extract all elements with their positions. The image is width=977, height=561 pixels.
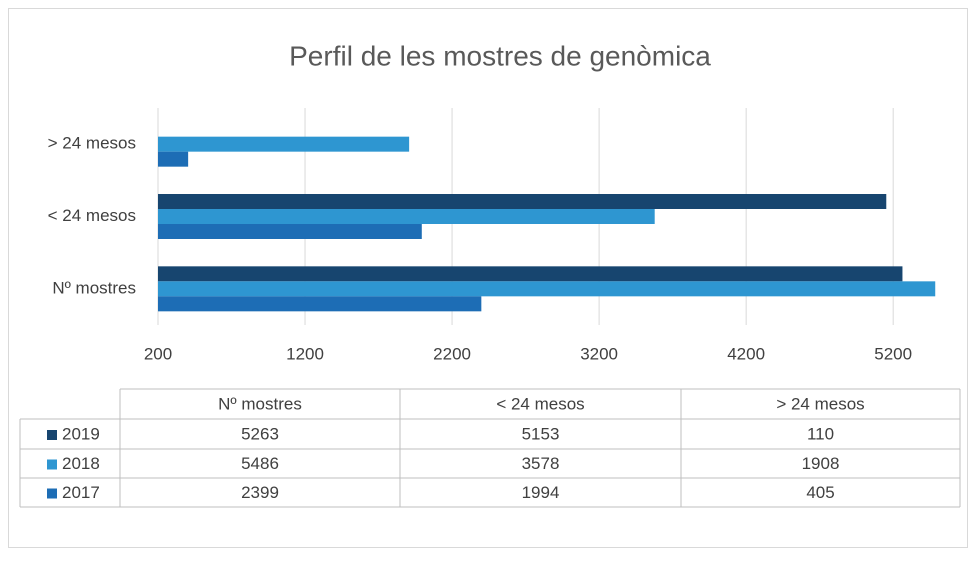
x-tick-label: 1200	[286, 344, 324, 363]
y-tick-label: > 24 mesos	[48, 134, 136, 153]
bar	[158, 209, 655, 224]
y-tick-label: < 24 mesos	[48, 206, 136, 225]
table-header: > 24 mesos	[776, 394, 864, 413]
table-cell: 3578	[522, 454, 560, 473]
bar	[158, 296, 482, 312]
table-cell: 110	[807, 424, 834, 443]
legend-key	[47, 488, 57, 499]
legend-label: 2018	[62, 454, 100, 473]
table-cell: 5486	[241, 454, 279, 473]
legend-key	[47, 430, 57, 440]
x-tick-label: 4200	[727, 344, 765, 363]
bar	[158, 281, 936, 297]
legend-key	[47, 459, 57, 470]
bar	[158, 194, 887, 209]
legend-label: 2017	[62, 483, 100, 502]
x-tick-label: 200	[144, 344, 172, 363]
x-tick-label: 3200	[580, 344, 618, 363]
bar	[158, 266, 903, 282]
bar	[158, 136, 410, 152]
table-header: Nº mostres	[218, 394, 302, 413]
table-cell: 2399	[241, 483, 279, 502]
table-cell: 5153	[522, 424, 560, 443]
x-tick-label: 5200	[874, 344, 912, 363]
chart-title: Perfil de les mostres de genòmica	[289, 40, 711, 71]
table-cell: 405	[806, 483, 834, 502]
table-cell: 1994	[522, 483, 560, 502]
table-cell: 1908	[802, 454, 840, 473]
x-tick-label: 2200	[433, 344, 471, 363]
table-header: < 24 mesos	[496, 394, 584, 413]
y-tick-label: Nº mostres	[52, 278, 136, 297]
bar	[158, 224, 422, 239]
legend-label: 2019	[62, 424, 100, 443]
table-cell: 5263	[241, 424, 279, 443]
bar	[158, 151, 189, 167]
